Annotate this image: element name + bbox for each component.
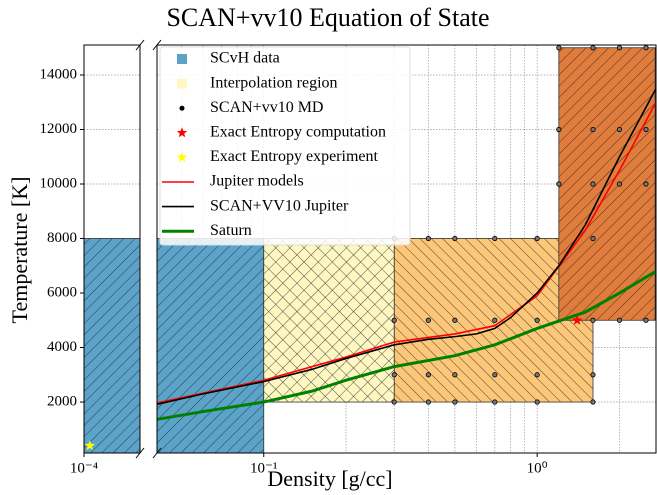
point bbox=[643, 317, 649, 323]
legend-label: Exact Entropy computation bbox=[210, 123, 386, 140]
point bbox=[643, 126, 649, 133]
legend-box bbox=[159, 46, 411, 246]
line bbox=[157, 88, 656, 406]
point bbox=[556, 181, 562, 187]
axis-break bbox=[135, 39, 145, 51]
point bbox=[425, 372, 431, 378]
legend-marker bbox=[176, 151, 188, 162]
axis-break bbox=[152, 447, 162, 459]
chart-title: SCAN+vv10 Equation of State bbox=[166, 3, 489, 32]
point bbox=[534, 399, 540, 405]
y-tick-label: 10000 bbox=[40, 175, 78, 191]
y-tick-label: 8000 bbox=[47, 230, 77, 246]
y-tick-label: 12000 bbox=[40, 121, 78, 137]
point bbox=[425, 235, 431, 242]
star-point bbox=[84, 440, 96, 451]
x-axis-label: Density [g/cc] bbox=[267, 466, 392, 491]
point bbox=[590, 45, 596, 51]
plot-area bbox=[84, 45, 140, 453]
axes-frame bbox=[83, 44, 141, 454]
point bbox=[452, 399, 458, 405]
point bbox=[590, 235, 596, 242]
star-point bbox=[571, 314, 583, 325]
legend-label: Jupiter models bbox=[210, 173, 304, 190]
point bbox=[492, 399, 498, 405]
line bbox=[157, 269, 656, 421]
point bbox=[425, 399, 431, 405]
region-hatch bbox=[558, 47, 656, 321]
x-tick-label: 10⁻⁴ bbox=[70, 460, 98, 476]
point bbox=[616, 317, 623, 323]
point bbox=[556, 45, 562, 51]
point bbox=[452, 235, 458, 242]
point bbox=[556, 126, 562, 133]
legend-label: SCAN+vv10 MD bbox=[210, 99, 323, 116]
point bbox=[452, 372, 458, 378]
axis-break bbox=[135, 447, 145, 459]
y-tick-label: 14000 bbox=[40, 66, 78, 82]
x-tick-label: 10⁻¹ bbox=[250, 460, 277, 476]
point bbox=[492, 372, 498, 378]
point bbox=[391, 399, 397, 405]
y-tick-label: 6000 bbox=[47, 284, 77, 300]
x-tick-label: 10⁰ bbox=[527, 460, 548, 476]
point bbox=[616, 45, 623, 51]
legend-label: SCAN+VV10 Jupiter bbox=[210, 197, 349, 214]
point bbox=[425, 317, 431, 323]
legend-marker bbox=[177, 54, 187, 64]
y-tick-label: 4000 bbox=[47, 339, 77, 355]
legend-marker bbox=[179, 105, 185, 111]
region-hatch bbox=[84, 238, 140, 453]
point bbox=[452, 317, 458, 323]
point bbox=[492, 235, 498, 242]
y-axis-label: Temperature [K] bbox=[7, 177, 32, 324]
legend-label: Exact Entropy experiment bbox=[210, 148, 378, 165]
legend-label: SCvH data bbox=[210, 50, 280, 67]
region-hatch bbox=[263, 238, 395, 403]
point bbox=[391, 317, 397, 323]
legend-marker bbox=[177, 78, 187, 89]
point bbox=[590, 372, 596, 378]
legend-label: Interpolation region bbox=[210, 74, 338, 91]
point bbox=[643, 181, 649, 187]
point bbox=[534, 317, 540, 323]
point bbox=[391, 372, 397, 378]
point bbox=[492, 317, 498, 323]
point bbox=[590, 317, 596, 323]
point bbox=[616, 126, 623, 133]
point bbox=[590, 399, 596, 405]
point bbox=[534, 372, 540, 378]
point bbox=[643, 45, 649, 51]
axis-break bbox=[152, 39, 162, 51]
point bbox=[616, 181, 623, 187]
legend-label: Saturn bbox=[210, 222, 252, 239]
y-tick-label: 2000 bbox=[47, 393, 77, 409]
point bbox=[590, 181, 596, 187]
point bbox=[534, 235, 540, 242]
axes-frame bbox=[156, 44, 657, 454]
point bbox=[590, 126, 596, 133]
legend-marker bbox=[176, 127, 188, 138]
line bbox=[157, 101, 656, 404]
